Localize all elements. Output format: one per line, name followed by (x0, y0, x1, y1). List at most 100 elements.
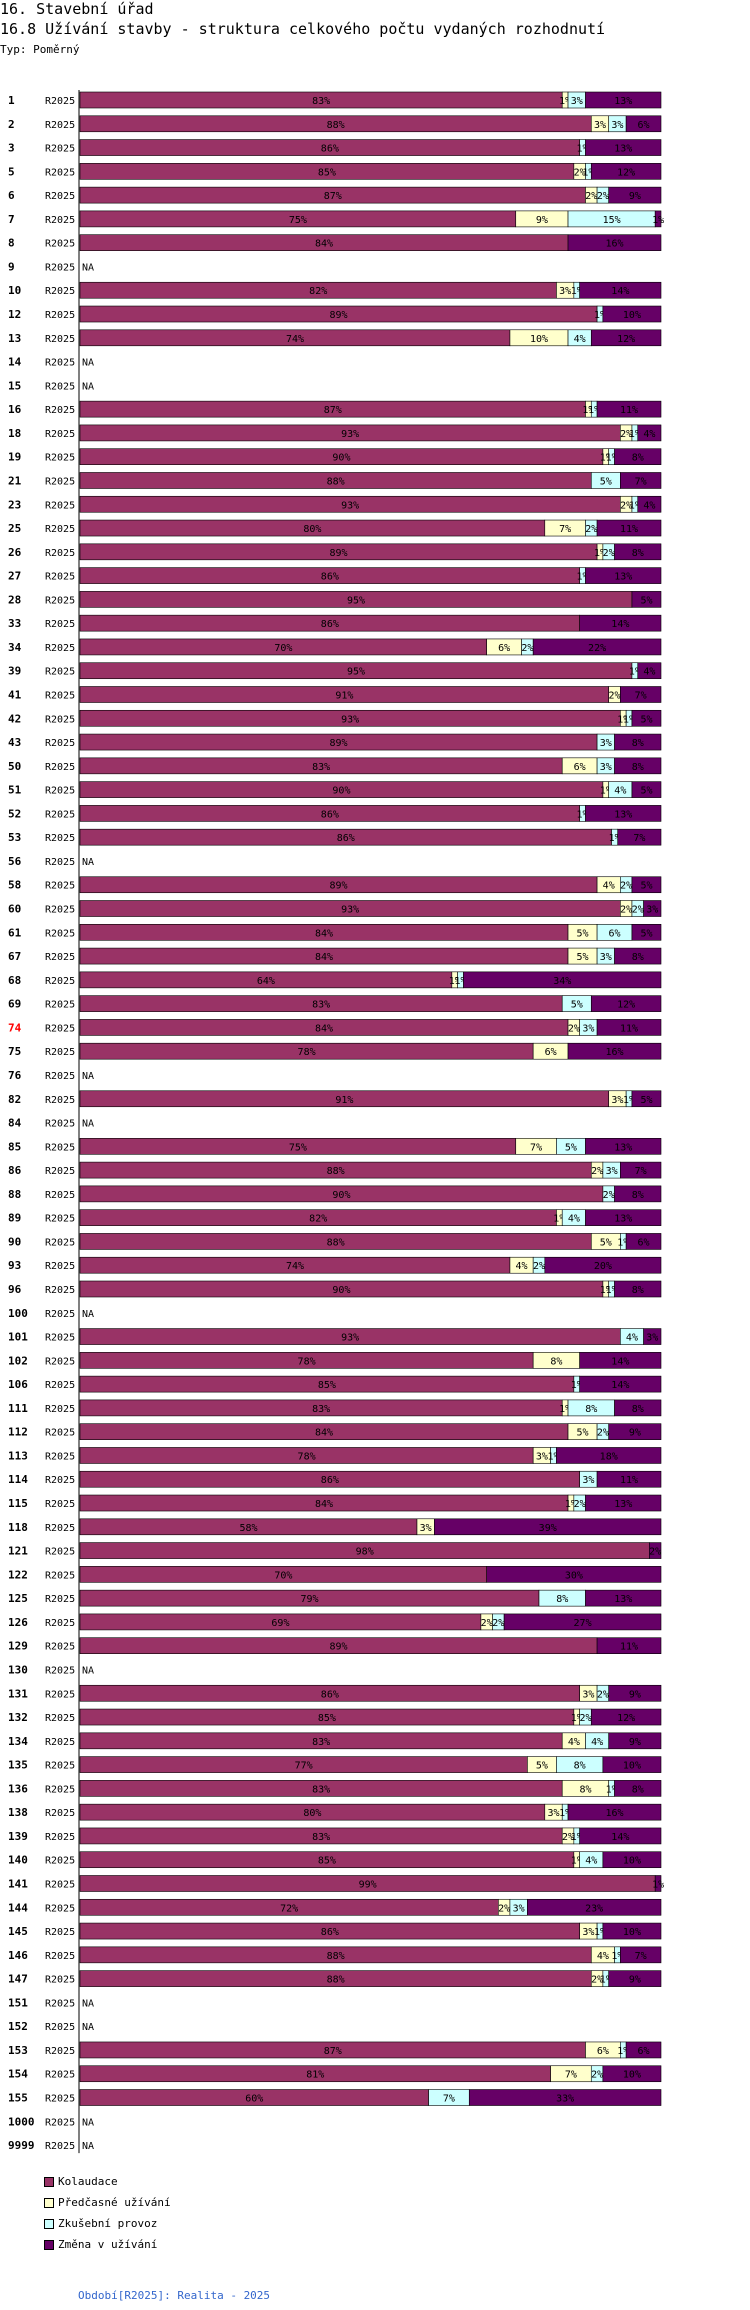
data-label: 1% (609, 833, 621, 844)
data-label: 90% (332, 453, 350, 464)
data-label: 2% (591, 1975, 603, 1986)
data-label: 85% (318, 1380, 336, 1391)
category-label: 101 (8, 1331, 28, 1344)
data-label: 64% (257, 976, 275, 987)
bar-segment-zmena (608, 1732, 662, 1750)
data-label: 90% (332, 1285, 350, 1296)
category-label: 96 (8, 1283, 22, 1296)
period-label: R2025 (45, 548, 75, 559)
data-label: 1% (588, 405, 600, 416)
data-label: 2% (620, 500, 632, 511)
category-label: 50 (8, 760, 21, 773)
data-label: 7% (635, 691, 647, 702)
category-label: 16 (8, 403, 22, 416)
category-label: 52 (8, 807, 21, 820)
data-label: 2% (498, 1903, 510, 1914)
data-label: 3% (547, 1808, 559, 1819)
data-label: 86% (321, 1927, 339, 1938)
category-label: 144 (8, 1901, 28, 1914)
data-label: 70% (274, 1570, 292, 1581)
category-label: 23 (8, 498, 21, 511)
data-label: 80% (303, 524, 321, 535)
category-label: 8 (8, 237, 15, 250)
period-label: R2025 (45, 1404, 75, 1415)
bar-segment-zmena (608, 1423, 662, 1440)
data-label: 2% (603, 548, 615, 559)
bar-segment-zmena (614, 1185, 662, 1203)
data-label: 1% (582, 405, 594, 416)
data-label: 10% (623, 1856, 641, 1867)
period-label: R2025 (45, 405, 75, 416)
category-label: 53 (8, 831, 21, 844)
category-label: 28 (8, 593, 21, 606)
bar-segment-zmena (614, 448, 662, 466)
period-label: R2025 (45, 1570, 75, 1581)
period-label: R2025 (45, 1713, 75, 1724)
period-label: R2025 (45, 1047, 75, 1058)
data-label: 86% (321, 809, 339, 820)
data-label: 1% (577, 572, 589, 583)
bar-segment-zmena (544, 1256, 662, 1274)
data-label: 8% (632, 548, 644, 559)
category-label: 112 (8, 1426, 28, 1439)
bar-segment-zmena (585, 1138, 662, 1155)
period-label: R2025 (45, 1998, 75, 2009)
category-label: 89 (8, 1212, 21, 1225)
period-label: R2025 (45, 1309, 75, 1320)
category-label: 140 (8, 1854, 28, 1867)
period-label: R2025 (45, 1095, 75, 1106)
category-label: 1000 (8, 2115, 35, 2128)
bar-segment-zmena (625, 115, 662, 133)
data-label: 5% (640, 714, 652, 725)
data-label: 27% (574, 1618, 592, 1629)
data-label: 5% (577, 952, 589, 963)
period-label: R2025 (45, 476, 75, 487)
data-label: 1% (455, 976, 467, 987)
data-label: 13% (614, 572, 632, 583)
bar-segment-zmena (637, 495, 662, 513)
category-label: 43 (8, 736, 21, 749)
category-label: 42 (8, 712, 21, 725)
data-label: 13% (614, 1594, 632, 1605)
data-label: 98% (356, 1547, 374, 1558)
data-label: 3% (582, 1927, 594, 1938)
data-label: 69% (271, 1618, 289, 1629)
data-label: 88% (327, 476, 345, 487)
data-label: 2% (585, 191, 597, 202)
period-label: R2025 (45, 96, 75, 107)
category-label: 67 (8, 950, 21, 963)
period-label: R2025 (45, 1142, 75, 1153)
bar-segment-zmena (631, 1090, 662, 1108)
category-label: 146 (8, 1949, 28, 1962)
data-label: 8% (579, 1784, 591, 1795)
period-label: R2025 (45, 1214, 75, 1225)
period-label: R2025 (45, 786, 75, 797)
data-label: 83% (312, 1832, 330, 1843)
data-label: 6% (597, 2046, 609, 2057)
data-label: 2% (591, 2070, 603, 2081)
data-label: 1% (565, 1499, 577, 1510)
period-label: R2025 (45, 1951, 75, 1962)
data-label: 7% (559, 524, 571, 535)
category-label: 7 (8, 213, 15, 226)
data-label: 1% (600, 786, 612, 797)
period-label: R2025 (45, 595, 75, 606)
bar-segment-zmena (649, 1542, 662, 1559)
data-label: 3% (600, 762, 612, 773)
category-label: 114 (8, 1473, 28, 1486)
period-label: R2025 (45, 1333, 75, 1344)
data-label: 3% (646, 905, 658, 916)
category-label: 130 (8, 1663, 28, 1676)
bar-segment-zmena (608, 1684, 662, 1702)
data-label: 8% (632, 1784, 644, 1795)
period-label: R2025 (45, 120, 75, 131)
category-label: 132 (8, 1711, 28, 1724)
period-label: R2025 (45, 1689, 75, 1700)
bar-segment-zmena (654, 1875, 662, 1892)
period-label: R2025 (45, 2094, 75, 2105)
category-label: 141 (8, 1878, 28, 1891)
data-label: 16% (605, 1808, 623, 1819)
data-label: 11% (620, 524, 638, 535)
category-label: 9999 (8, 2139, 35, 2152)
bar-segment-zmena (631, 709, 662, 727)
